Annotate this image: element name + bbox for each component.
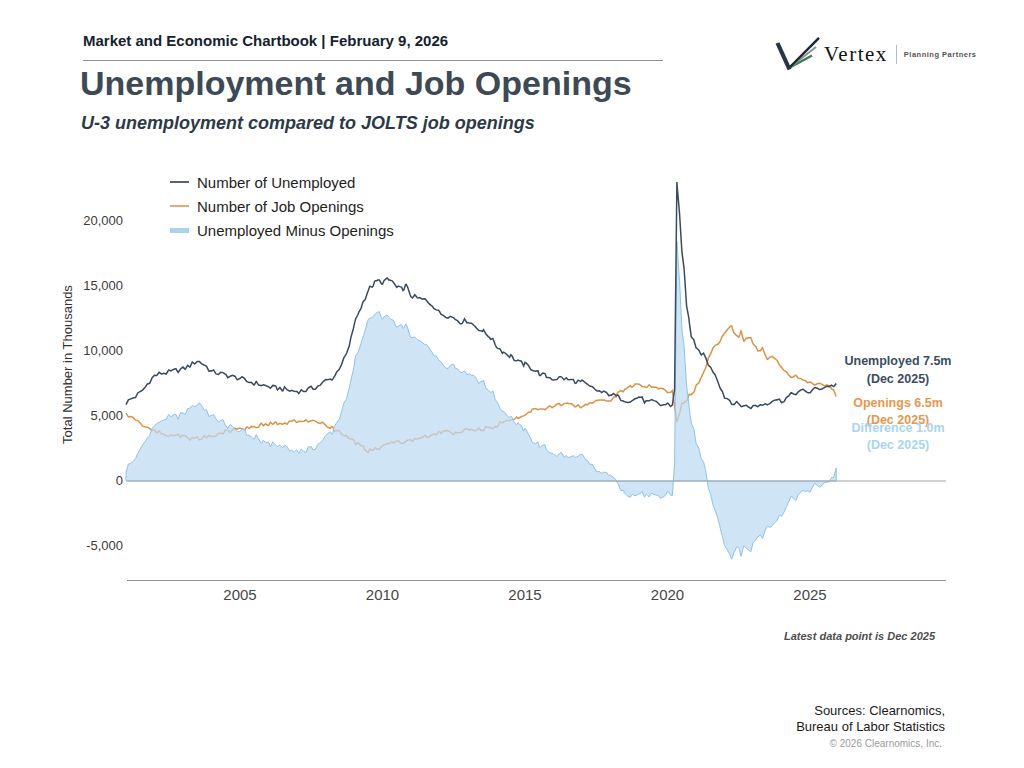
y-tick--5000: -5,000 <box>40 538 123 553</box>
annotation-unemployed-date: (Dec 2025) <box>818 370 978 388</box>
sources-line1: Sources: Clearnomics, <box>645 703 945 719</box>
y-tick-10000: 10,000 <box>40 343 123 358</box>
x-tick-2020: 2020 <box>638 586 698 603</box>
annotation-openings-value: Openings 6.5m <box>818 395 978 412</box>
sources-text: Sources: Clearnomics, Bureau of Labor St… <box>645 703 945 735</box>
x-tick-2025: 2025 <box>780 586 840 603</box>
annotation-difference: Difference 1.0m (Dec 2025) <box>818 420 978 454</box>
y-tick-5000: 5,000 <box>40 408 123 423</box>
sources-line2: Bureau of Labor Statistics <box>645 719 945 735</box>
y-tick-15000: 15,000 <box>40 278 123 293</box>
chartbook-page: Market and Economic Chartbook | February… <box>0 0 1024 768</box>
x-tick-2010: 2010 <box>353 586 413 603</box>
annotation-difference-date: (Dec 2025) <box>818 437 978 454</box>
y-tick-0: 0 <box>40 473 123 488</box>
y-tick-20000: 20,000 <box>40 213 123 228</box>
x-tick-2005: 2005 <box>210 586 270 603</box>
annotation-difference-value: Difference 1.0m <box>818 420 978 437</box>
unemployed-line <box>126 182 836 408</box>
copyright-text: © 2026 Clearnomics, Inc. <box>648 738 942 749</box>
x-tick-2015: 2015 <box>495 586 555 603</box>
annotation-unemployed-value: Unemployed 7.5m <box>818 352 978 370</box>
latest-data-note: Latest data point is Dec 2025 <box>635 630 935 642</box>
annotation-unemployed: Unemployed 7.5m (Dec 2025) <box>818 352 978 388</box>
